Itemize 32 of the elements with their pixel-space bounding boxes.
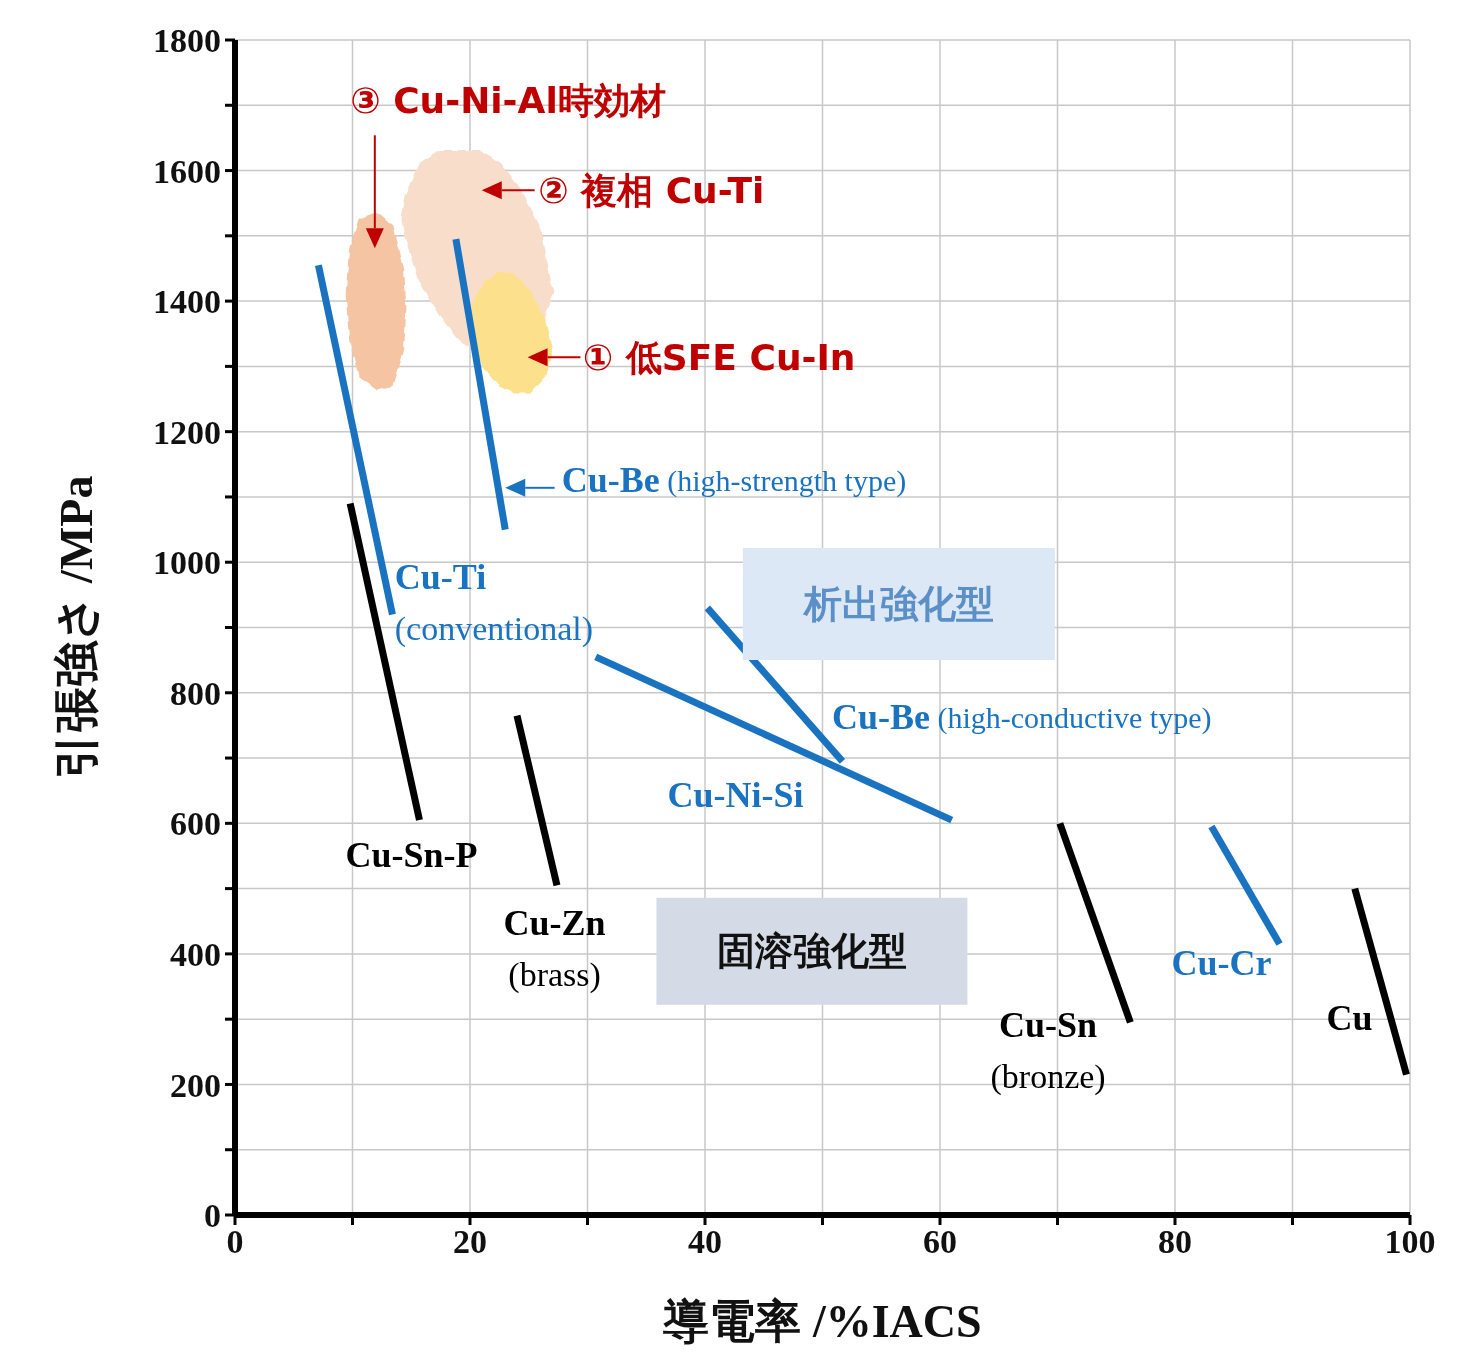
y-tick-label: 0 xyxy=(204,1197,221,1235)
series-label: Cu-Zn (brass) xyxy=(503,903,606,994)
x-tick-label: 0 xyxy=(226,1223,244,1261)
series-label: Cu-Cr xyxy=(1171,943,1272,984)
y-tick-label: 1800 xyxy=(153,22,221,60)
y-tick-label: 1000 xyxy=(153,544,221,582)
y-tick-label: 400 xyxy=(170,935,221,973)
x-tick-label: 80 xyxy=(1158,1223,1192,1261)
series-label: ① 低SFE Cu-In xyxy=(582,336,856,378)
series-label: Cu-Ti (conventional) xyxy=(394,557,594,648)
x-tick-label: 60 xyxy=(923,1223,957,1261)
y-tick-label: 800 xyxy=(170,674,221,712)
x-axis-title: 導電率 /%IACS xyxy=(662,1296,982,1347)
series-label: Cu-Ni-Si xyxy=(667,775,804,816)
x-tick-label: 20 xyxy=(453,1223,487,1261)
series-label: Cu-Be (high-conductive type) xyxy=(831,696,1212,737)
x-tick-label: 40 xyxy=(688,1223,722,1261)
series-label: Cu xyxy=(1326,997,1373,1038)
series-label: ② 複相 Cu-Ti xyxy=(538,169,765,211)
y-tick-label: 600 xyxy=(170,805,221,843)
y-tick-label: 1400 xyxy=(153,283,221,321)
annotation: 析出強化型 xyxy=(801,582,994,626)
x-tick-label: 100 xyxy=(1384,1223,1436,1261)
annotation: 固溶強化型 xyxy=(716,929,907,974)
series-label: Cu-Sn (bronze) xyxy=(990,1005,1106,1096)
y-axis-title: 引張強さ /MPa xyxy=(51,475,103,780)
y-tick-label: 1200 xyxy=(153,413,221,451)
y-tick-label: 200 xyxy=(170,1066,221,1104)
legend-label: Cu-Be (high-strength type) xyxy=(561,459,907,500)
y-tick-label: 1600 xyxy=(153,152,221,190)
series-label: Cu-Sn-P xyxy=(345,835,478,876)
text: ③ Cu-Ni-Al時効材 xyxy=(350,79,666,121)
